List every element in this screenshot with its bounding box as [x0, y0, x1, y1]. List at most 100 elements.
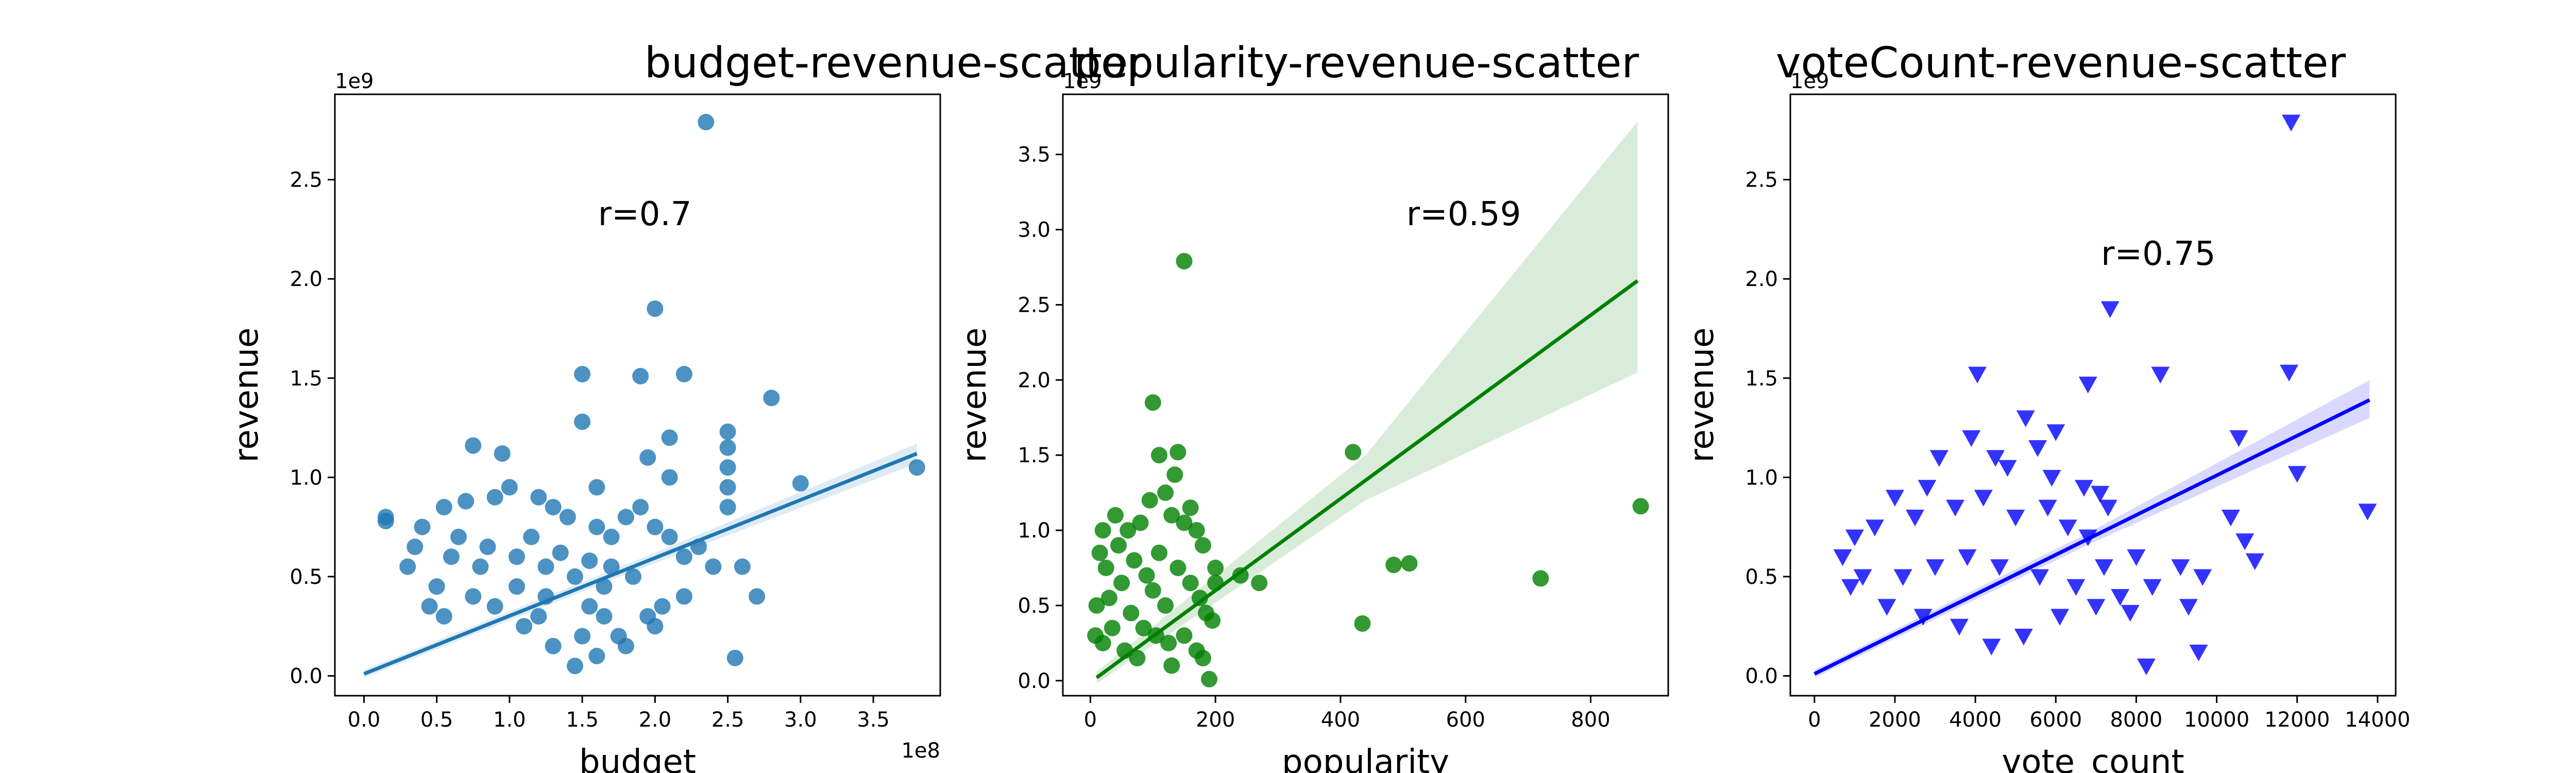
data-point [617, 509, 634, 526]
data-point [1104, 619, 1121, 636]
data-point [1946, 499, 1965, 517]
data-point [530, 608, 547, 625]
data-point [1877, 599, 1896, 616]
data-point [1160, 634, 1177, 651]
data-point [1144, 394, 1161, 411]
y-tick-label: 2.5 [1018, 293, 1050, 317]
y-tick-label: 2.5 [290, 169, 323, 192]
y-tick-label: 2.0 [1745, 267, 1778, 291]
data-point [763, 390, 780, 407]
data-point [428, 578, 445, 595]
y-tick-label: 1.5 [290, 367, 323, 391]
data-point [567, 658, 584, 675]
data-point [632, 499, 649, 516]
data-point [1138, 567, 1155, 584]
y-tick-label: 2.0 [1018, 368, 1050, 392]
y-tick-label: 3.0 [1018, 219, 1050, 242]
data-point [1170, 560, 1187, 577]
data-point [406, 539, 423, 556]
data-point [465, 588, 482, 605]
data-point [1120, 522, 1137, 539]
data-point [399, 558, 416, 575]
data-point [509, 578, 526, 595]
data-point [1885, 490, 1904, 507]
data-point [1113, 575, 1130, 592]
budget-y-offset-text: 1e9 [335, 70, 374, 93]
data-point [2189, 644, 2208, 662]
data-point [2229, 430, 2248, 447]
votecount-y-offset-text: 1e9 [1790, 70, 1829, 93]
data-point [625, 568, 642, 585]
votecount-y-ticks: 0.0 0.5 1.0 1.5 2.0 2.5 [1745, 169, 1790, 688]
data-point [1166, 466, 1183, 483]
data-point [719, 423, 736, 440]
data-point [1962, 430, 1981, 447]
x-tick-label: 400 [1321, 708, 1360, 732]
data-point [1150, 544, 1167, 561]
popularity-axes-frame [1062, 93, 1669, 697]
data-point [486, 598, 503, 615]
x-tick-label: 8000 [2110, 708, 2163, 732]
data-point [1201, 670, 1218, 687]
data-point [545, 637, 562, 654]
votecount-revenue-panel: 0 2000 4000 6000 8000 10000 12000 14000 0.0 0.5 1… [1683, 39, 2410, 773]
votecount-regression-line [1814, 398, 2370, 676]
y-tick-label: 2.0 [290, 267, 323, 291]
data-point [2030, 569, 2049, 586]
popularity-x-ticks: 0 200 400 600 800 [1084, 696, 1611, 732]
data-point [1188, 522, 1205, 539]
data-point [603, 528, 620, 545]
data-point [726, 649, 743, 666]
x-tick-label: 2.0 [639, 708, 672, 732]
data-point [574, 628, 591, 645]
data-point [1968, 366, 1987, 384]
y-tick-label: 1.5 [1745, 367, 1778, 391]
data-point [2038, 499, 2057, 517]
data-point [2042, 469, 2061, 487]
x-tick-label: 2000 [1869, 708, 1921, 732]
data-point [2094, 559, 2113, 576]
data-point [719, 459, 736, 476]
data-point [1091, 544, 1108, 561]
data-point [719, 439, 736, 456]
data-point [1176, 627, 1193, 644]
data-point [1163, 507, 1180, 524]
data-point [1354, 615, 1371, 632]
data-point [509, 548, 526, 565]
data-point [2074, 480, 2093, 497]
y-tick-label: 0.0 [290, 664, 323, 688]
y-tick-label: 1.0 [290, 466, 323, 490]
data-point [450, 528, 467, 545]
data-point [1163, 657, 1180, 674]
popularity-chart-title: popularity-revenue-scatter [1074, 39, 1639, 88]
data-point [421, 598, 438, 615]
data-point [698, 113, 715, 130]
x-tick-label: 600 [1446, 708, 1485, 732]
y-tick-label: 1.0 [1745, 466, 1778, 490]
data-point [705, 558, 722, 575]
popularity-y-axis-label: revenue [956, 327, 994, 462]
data-point [719, 499, 736, 516]
y-tick-label: 2.5 [1745, 169, 1778, 192]
budget-x-ticks: 0.0 0.5 1.0 1.5 2.0 2.5 3.0 3.5 [348, 696, 890, 732]
votecount-x-axis-label: vote_count [2002, 743, 2184, 773]
data-point [1132, 514, 1149, 531]
data-point [545, 499, 562, 516]
x-tick-label: 1.0 [493, 708, 526, 732]
data-point [435, 608, 452, 625]
data-point [516, 618, 533, 635]
data-point [1990, 559, 2009, 576]
x-tick-label: 10000 [2184, 708, 2249, 732]
y-tick-label: 0.0 [1018, 669, 1050, 693]
data-point [588, 647, 605, 664]
votecount-chart-title: voteCount-revenue-scatter [1776, 39, 2346, 88]
data-point [2121, 604, 2140, 622]
data-point [1094, 634, 1111, 651]
budget-x-offset-text: 1e8 [901, 739, 940, 763]
data-point [552, 544, 569, 561]
data-point [1176, 514, 1193, 531]
data-point [501, 479, 518, 496]
x-tick-label: 0 [1808, 708, 1821, 732]
x-tick-label: 1.5 [566, 708, 599, 732]
votecount-x-ticks: 0 2000 4000 6000 8000 10000 12000 14000 [1808, 696, 2410, 732]
